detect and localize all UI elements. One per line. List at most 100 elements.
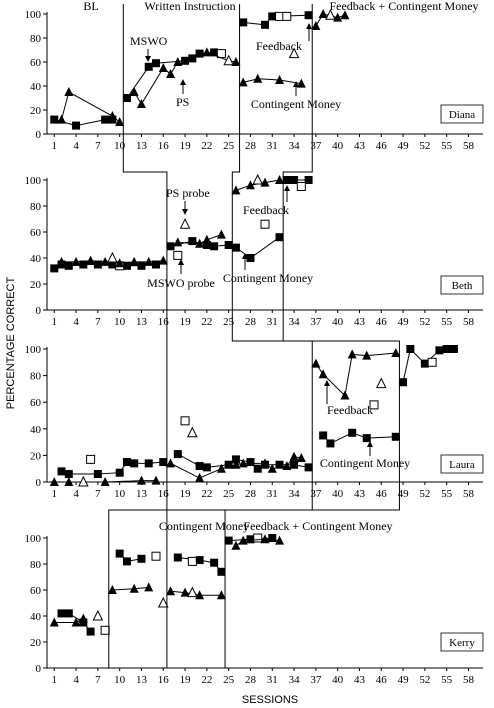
data-point-mswo bbox=[304, 463, 313, 472]
y-tick-label: 60 bbox=[30, 227, 42, 239]
phase-change-line-2 bbox=[166, 4, 313, 668]
x-tick-label: 10 bbox=[114, 316, 126, 328]
x-tick-label: 31 bbox=[267, 140, 278, 152]
annotation-beth-feedback-arrowhead bbox=[284, 185, 290, 191]
data-point-ps bbox=[282, 461, 292, 471]
data-point-mswo_probe bbox=[173, 250, 183, 260]
data-point-ps bbox=[136, 475, 146, 485]
data-point-ps bbox=[49, 617, 59, 627]
data-point-mswo bbox=[246, 535, 255, 544]
x-tick-label: 58 bbox=[463, 316, 475, 328]
data-point-ps bbox=[195, 473, 205, 483]
data-point-mswo bbox=[166, 242, 175, 251]
participant-name: Diana bbox=[449, 109, 475, 121]
y-tick-label: 20 bbox=[30, 105, 42, 117]
x-tick-label: 25 bbox=[223, 488, 235, 500]
x-tick-label: 13 bbox=[136, 488, 148, 500]
data-point-mswo bbox=[137, 554, 146, 563]
x-tick-label: 4 bbox=[73, 488, 79, 500]
data-point-mswo bbox=[50, 264, 59, 273]
data-point-mswo bbox=[304, 11, 313, 20]
x-tick-label: 7 bbox=[95, 674, 101, 686]
annotation-beth-contingent-money: Contingent Money bbox=[223, 271, 313, 285]
annotation-ps-probe: PS probe bbox=[166, 186, 210, 200]
data-point-mswo bbox=[173, 450, 182, 459]
y-tick-label: 80 bbox=[30, 371, 42, 383]
annotation-mswo-arrowhead bbox=[145, 56, 151, 62]
data-point-mswo_probe bbox=[187, 556, 197, 566]
data-point-mswo bbox=[253, 464, 262, 473]
data-point-ps bbox=[202, 234, 212, 244]
data-point-mswo bbox=[290, 176, 299, 184]
y-tick-label: 40 bbox=[30, 81, 42, 93]
x-tick-label: 37 bbox=[310, 140, 322, 152]
data-point-ps bbox=[115, 258, 125, 268]
data-point-mswo bbox=[362, 434, 371, 443]
data-point-mswo_probe bbox=[180, 416, 190, 426]
x-tick-label: 22 bbox=[201, 674, 212, 686]
data-point-ps bbox=[289, 451, 299, 461]
annotation-diana-feedback-arrowhead bbox=[306, 23, 312, 29]
data-point-mswo bbox=[130, 459, 139, 468]
data-point-mswo bbox=[64, 609, 73, 618]
data-point-ps bbox=[100, 256, 110, 266]
data-point-mswo bbox=[57, 467, 66, 476]
x-tick-label: 19 bbox=[180, 316, 192, 328]
x-tick-label: 13 bbox=[136, 140, 148, 152]
x-tick-label: 16 bbox=[158, 140, 170, 152]
x-tick-label: 49 bbox=[398, 316, 410, 328]
data-point-mswo bbox=[261, 20, 269, 29]
x-tick-label: 4 bbox=[73, 316, 79, 328]
data-point-mswo bbox=[188, 237, 197, 246]
data-point-ps bbox=[107, 585, 117, 594]
data-point-mswo bbox=[435, 346, 444, 355]
data-point-ps bbox=[391, 347, 401, 357]
annotation-mswo: MSWO bbox=[130, 34, 168, 48]
annotation-diana-contingent-money: Contingent Money bbox=[251, 97, 341, 111]
data-point-ps bbox=[166, 458, 176, 468]
data-point-ps_probe bbox=[288, 47, 300, 59]
data-point-mswo bbox=[290, 460, 299, 469]
y-tick-label: 0 bbox=[36, 129, 42, 141]
x-tick-label: 52 bbox=[419, 140, 430, 152]
data-point-ps bbox=[311, 358, 321, 368]
data-point-mswo bbox=[224, 460, 233, 469]
data-point-mswo bbox=[144, 62, 153, 71]
x-tick-label: 31 bbox=[267, 316, 278, 328]
participant-label-box bbox=[440, 275, 484, 295]
x-tick-label: 31 bbox=[267, 674, 278, 686]
data-point-mswo_probe bbox=[86, 454, 96, 464]
data-point-mswo bbox=[348, 428, 357, 437]
series-line-ps bbox=[243, 78, 302, 85]
data-point-mswo_probe bbox=[369, 400, 379, 410]
x-tick-label: 40 bbox=[332, 674, 344, 686]
data-point-mswo bbox=[275, 233, 284, 242]
x-tick-label: 10 bbox=[114, 488, 126, 500]
data-point-mswo bbox=[64, 261, 73, 270]
data-point-mswo_probe bbox=[100, 625, 110, 635]
data-point-ps bbox=[340, 390, 350, 400]
phase-label-feedback-contingent-money: Feedback + Contingent Money bbox=[329, 0, 478, 13]
annotation-diana-feedback: Feedback bbox=[256, 39, 302, 53]
x-tick-label: 43 bbox=[354, 140, 366, 152]
y-tick-label: 0 bbox=[36, 663, 42, 675]
y-tick-label: 0 bbox=[36, 305, 42, 317]
data-point-ps bbox=[318, 9, 328, 18]
x-tick-label: 43 bbox=[354, 674, 366, 686]
data-point-ps bbox=[231, 540, 241, 550]
annotation-mswo-probe-arrowhead bbox=[178, 259, 184, 265]
data-point-mswo bbox=[159, 458, 168, 467]
x-tick-label: 34 bbox=[289, 316, 301, 328]
x-tick-label: 22 bbox=[201, 488, 212, 500]
x-tick-label: 58 bbox=[463, 674, 475, 686]
data-point-mswo bbox=[399, 378, 408, 387]
x-tick-label: 13 bbox=[136, 316, 148, 328]
participant-name: Beth bbox=[452, 280, 473, 292]
annotation-ps: PS bbox=[176, 95, 189, 109]
data-point-ps_probe bbox=[107, 251, 118, 263]
data-point-ps bbox=[238, 458, 248, 468]
data-point-mswo_probe bbox=[260, 219, 270, 229]
y-tick-label: 100 bbox=[25, 533, 42, 545]
x-tick-label: 4 bbox=[73, 140, 79, 152]
